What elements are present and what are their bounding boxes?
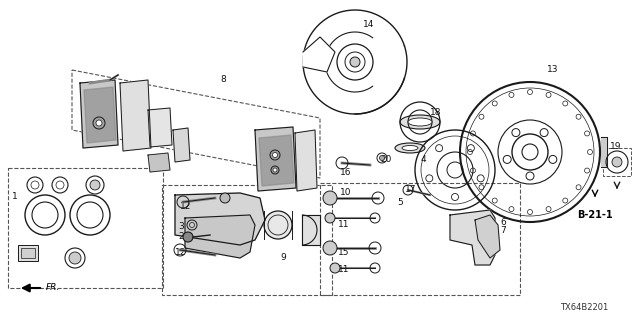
Circle shape [273,168,277,172]
Polygon shape [173,128,190,162]
Text: 14: 14 [363,20,374,29]
Circle shape [189,222,195,228]
Polygon shape [148,108,172,147]
Text: 9: 9 [280,253,285,262]
Polygon shape [450,210,495,265]
Ellipse shape [400,115,440,129]
Text: 12: 12 [175,248,186,257]
Text: 3: 3 [178,222,184,231]
Polygon shape [185,215,255,258]
Text: 11: 11 [338,220,349,229]
Bar [603,148,631,176]
Ellipse shape [264,211,292,239]
Text: 16: 16 [340,168,351,177]
Text: 19: 19 [610,142,621,151]
Polygon shape [120,80,151,151]
Text: 12: 12 [180,202,191,211]
Circle shape [350,57,360,67]
Bar [320,183,520,295]
Ellipse shape [408,118,432,126]
Circle shape [183,232,193,242]
Polygon shape [295,130,317,191]
Text: FR.: FR. [46,284,60,292]
Bar [162,185,332,295]
Polygon shape [80,80,118,148]
Polygon shape [84,87,116,143]
Text: 5: 5 [397,198,403,207]
Text: 1: 1 [12,192,18,201]
Text: 13: 13 [547,65,559,74]
Polygon shape [148,153,170,172]
Circle shape [69,252,81,264]
Text: 20: 20 [380,155,392,164]
Polygon shape [72,70,320,178]
Bar [8,168,163,288]
Text: 18: 18 [430,108,442,117]
Circle shape [323,241,337,255]
Text: 6: 6 [500,218,506,227]
Circle shape [323,191,337,205]
Circle shape [96,120,102,126]
Text: B-21-1: B-21-1 [577,210,613,220]
Text: 17: 17 [405,185,417,194]
Circle shape [612,157,622,167]
Text: 7: 7 [500,226,506,235]
Text: 11: 11 [338,265,349,274]
Ellipse shape [402,146,418,150]
Polygon shape [255,127,296,191]
Bar [18,245,38,261]
Circle shape [380,156,385,161]
Polygon shape [475,215,500,258]
Text: 8: 8 [220,75,226,84]
Text: 15: 15 [338,248,349,257]
Circle shape [90,180,100,190]
Text: TX64B2201: TX64B2201 [560,303,608,312]
Bar [21,248,35,258]
Text: 10: 10 [340,188,351,197]
Text: 2: 2 [178,232,184,241]
Circle shape [325,213,335,223]
Polygon shape [303,37,335,72]
Text: 4: 4 [421,155,427,164]
Polygon shape [175,193,265,245]
Ellipse shape [395,143,425,153]
Polygon shape [259,135,294,186]
Circle shape [220,193,230,203]
Polygon shape [302,215,320,245]
Circle shape [330,263,340,273]
Circle shape [273,153,278,157]
